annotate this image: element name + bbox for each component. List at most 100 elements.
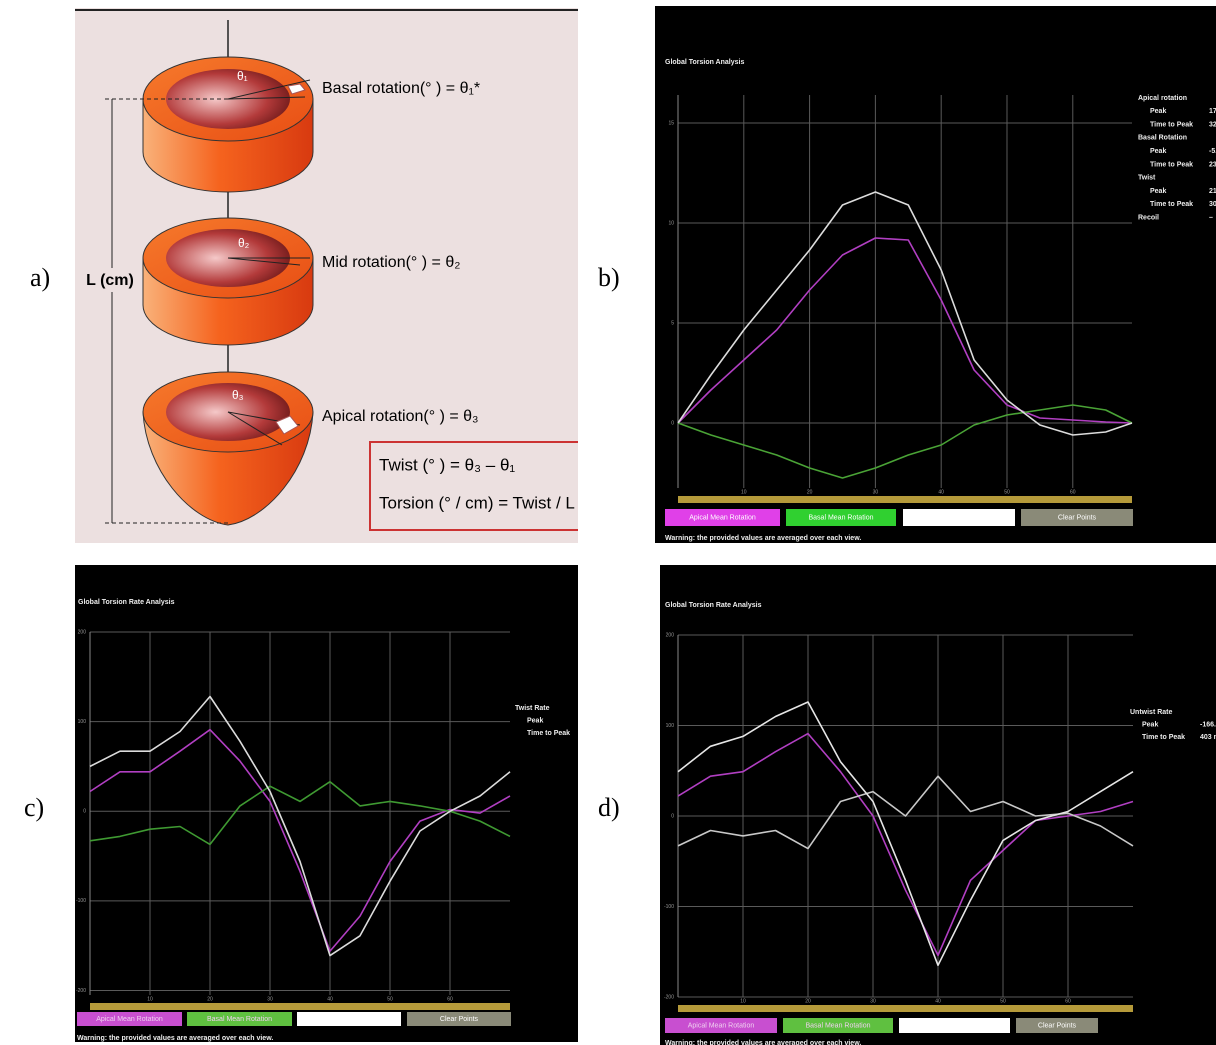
info-label: Peak bbox=[1150, 148, 1166, 155]
button[interactable] bbox=[665, 509, 780, 526]
apical-label: Apical rotation(° ) = θ₃ bbox=[322, 408, 479, 425]
y-tick-label: 5 bbox=[671, 320, 674, 326]
y-tick-label: 200 bbox=[78, 629, 87, 635]
panel-label: d) bbox=[598, 793, 620, 822]
button-label: Apical Mean Rotation bbox=[688, 1022, 755, 1029]
button[interactable] bbox=[407, 1012, 511, 1026]
x-tick-label: 10 bbox=[147, 996, 153, 1002]
info-label: Time to Peak bbox=[1142, 734, 1185, 741]
chart-panel: Global Torsion Analysis 0 5 10 15 10 20 30 40 50 6… bbox=[655, 6, 1216, 543]
diagram: L (cm) θ₁ θ₂ θ₃ Basal rotation(° ) = θ₁*… bbox=[75, 8, 578, 543]
button[interactable] bbox=[297, 1012, 401, 1026]
label-bg bbox=[84, 268, 136, 292]
button-label: Clear Points bbox=[1038, 1022, 1077, 1029]
basal-ring bbox=[142, 56, 314, 193]
x-tick-label: 60 bbox=[1065, 998, 1071, 1004]
series-line bbox=[677, 404, 1133, 479]
button[interactable] bbox=[1016, 1018, 1098, 1033]
mid-ring bbox=[142, 217, 314, 346]
info-heading: Basal Rotation bbox=[1138, 135, 1187, 142]
info-label: Time to Peak bbox=[1150, 121, 1193, 128]
button-label: Basal Mean Rotation bbox=[806, 1022, 871, 1029]
info-value: 17 bbox=[1209, 108, 1216, 115]
series-line bbox=[677, 237, 1133, 424]
apical-cup bbox=[142, 371, 314, 526]
panel-label: c) bbox=[24, 793, 44, 822]
theta-label: θ₃ bbox=[232, 388, 244, 402]
series-line bbox=[677, 732, 1134, 957]
info-value: 403 ms bbox=[1200, 734, 1216, 741]
chart-title: Global Torsion Analysis bbox=[665, 59, 744, 66]
x-axis-bar bbox=[678, 1005, 1133, 1012]
info-value: 32 bbox=[1209, 121, 1216, 128]
torsion-formula: Torsion (° / cm) = Twist / L bbox=[379, 493, 575, 512]
button[interactable] bbox=[77, 1012, 182, 1026]
button[interactable] bbox=[903, 509, 1015, 526]
x-axis-bar bbox=[678, 496, 1132, 503]
button-label: Apical Mean Rotation bbox=[96, 1016, 163, 1023]
y-tick-label: -100 bbox=[664, 904, 674, 910]
button-label: Basal Mean Rotation bbox=[809, 514, 874, 521]
x-tick-label: 50 bbox=[1004, 489, 1010, 495]
x-tick-label: 10 bbox=[741, 489, 747, 495]
info-heading: Apical rotation bbox=[1138, 95, 1187, 102]
button-label: Clear Points bbox=[1058, 514, 1097, 521]
y-tick-label: 200 bbox=[666, 632, 675, 638]
info-label: Peak bbox=[1142, 721, 1158, 728]
screen: Global Torsion Rate Analysis -200 -100 0 100… bbox=[660, 565, 1216, 1045]
info-heading: Twist bbox=[1138, 175, 1156, 182]
series-line bbox=[89, 695, 511, 957]
button[interactable] bbox=[786, 509, 896, 526]
info-value: -166.0 bbox=[1200, 721, 1216, 728]
y-tick-label: -200 bbox=[664, 994, 674, 1000]
series-line bbox=[677, 191, 1133, 436]
panel-label: b) bbox=[598, 263, 620, 292]
info-label: Time to Peak bbox=[1150, 201, 1193, 208]
info-label: Peak bbox=[1150, 108, 1166, 115]
y-tick-label: 10 bbox=[668, 220, 674, 226]
x-axis-bar bbox=[90, 1003, 510, 1010]
formula-box bbox=[369, 441, 578, 531]
x-tick-label: 20 bbox=[807, 489, 813, 495]
x-tick-label: 30 bbox=[267, 996, 273, 1002]
series-line bbox=[89, 780, 511, 846]
button[interactable] bbox=[1021, 509, 1133, 526]
series-line bbox=[677, 701, 1134, 967]
button[interactable] bbox=[187, 1012, 292, 1026]
x-tick-label: 50 bbox=[1000, 998, 1006, 1004]
y-tick-label: 100 bbox=[78, 719, 87, 725]
panel-label: a) bbox=[30, 263, 50, 292]
screen: Global Torsion Rate Analysis -200 -100 0 100… bbox=[75, 565, 578, 1042]
info-heading: Untwist Rate bbox=[1130, 709, 1173, 716]
warning: Warning: the provided values are average… bbox=[665, 1040, 861, 1045]
mid-label: Mid rotation(° ) = θ₂ bbox=[322, 254, 460, 271]
button[interactable] bbox=[783, 1018, 893, 1033]
info-heading: Twist Rate bbox=[515, 705, 550, 712]
info-value: 23 bbox=[1209, 161, 1216, 168]
info-label: Peak bbox=[527, 717, 543, 724]
x-tick-label: 40 bbox=[935, 998, 941, 1004]
y-tick-label: 0 bbox=[671, 420, 674, 426]
x-tick-label: 50 bbox=[387, 996, 393, 1002]
x-tick-label: 40 bbox=[938, 489, 944, 495]
y-tick-label: 0 bbox=[671, 813, 674, 819]
y-tick-label: 100 bbox=[666, 723, 675, 729]
y-tick-label: -100 bbox=[76, 898, 86, 904]
button[interactable] bbox=[899, 1018, 1010, 1033]
x-tick-label: 20 bbox=[805, 998, 811, 1004]
x-tick-label: 60 bbox=[1070, 489, 1076, 495]
chart-title: Global Torsion Rate Analysis bbox=[78, 599, 175, 606]
screen: Global Torsion Analysis 0 5 10 15 10 20 30 40 50 6… bbox=[655, 6, 1216, 543]
chart-panel: Global Torsion Rate Analysis -200 -100 0 100… bbox=[660, 565, 1216, 1045]
x-tick-label: 30 bbox=[870, 998, 876, 1004]
button-label: Apical Mean Rotation bbox=[689, 514, 756, 521]
length-label: L (cm) bbox=[86, 272, 134, 289]
button-label: Basal Mean Rotation bbox=[207, 1016, 272, 1023]
y-tick-label: -200 bbox=[76, 988, 86, 994]
button[interactable] bbox=[665, 1018, 777, 1033]
info-value: 30 bbox=[1209, 201, 1216, 208]
warning: Warning: the provided values are average… bbox=[665, 535, 861, 542]
info-label: Peak bbox=[1150, 188, 1166, 195]
x-tick-label: 30 bbox=[873, 489, 879, 495]
